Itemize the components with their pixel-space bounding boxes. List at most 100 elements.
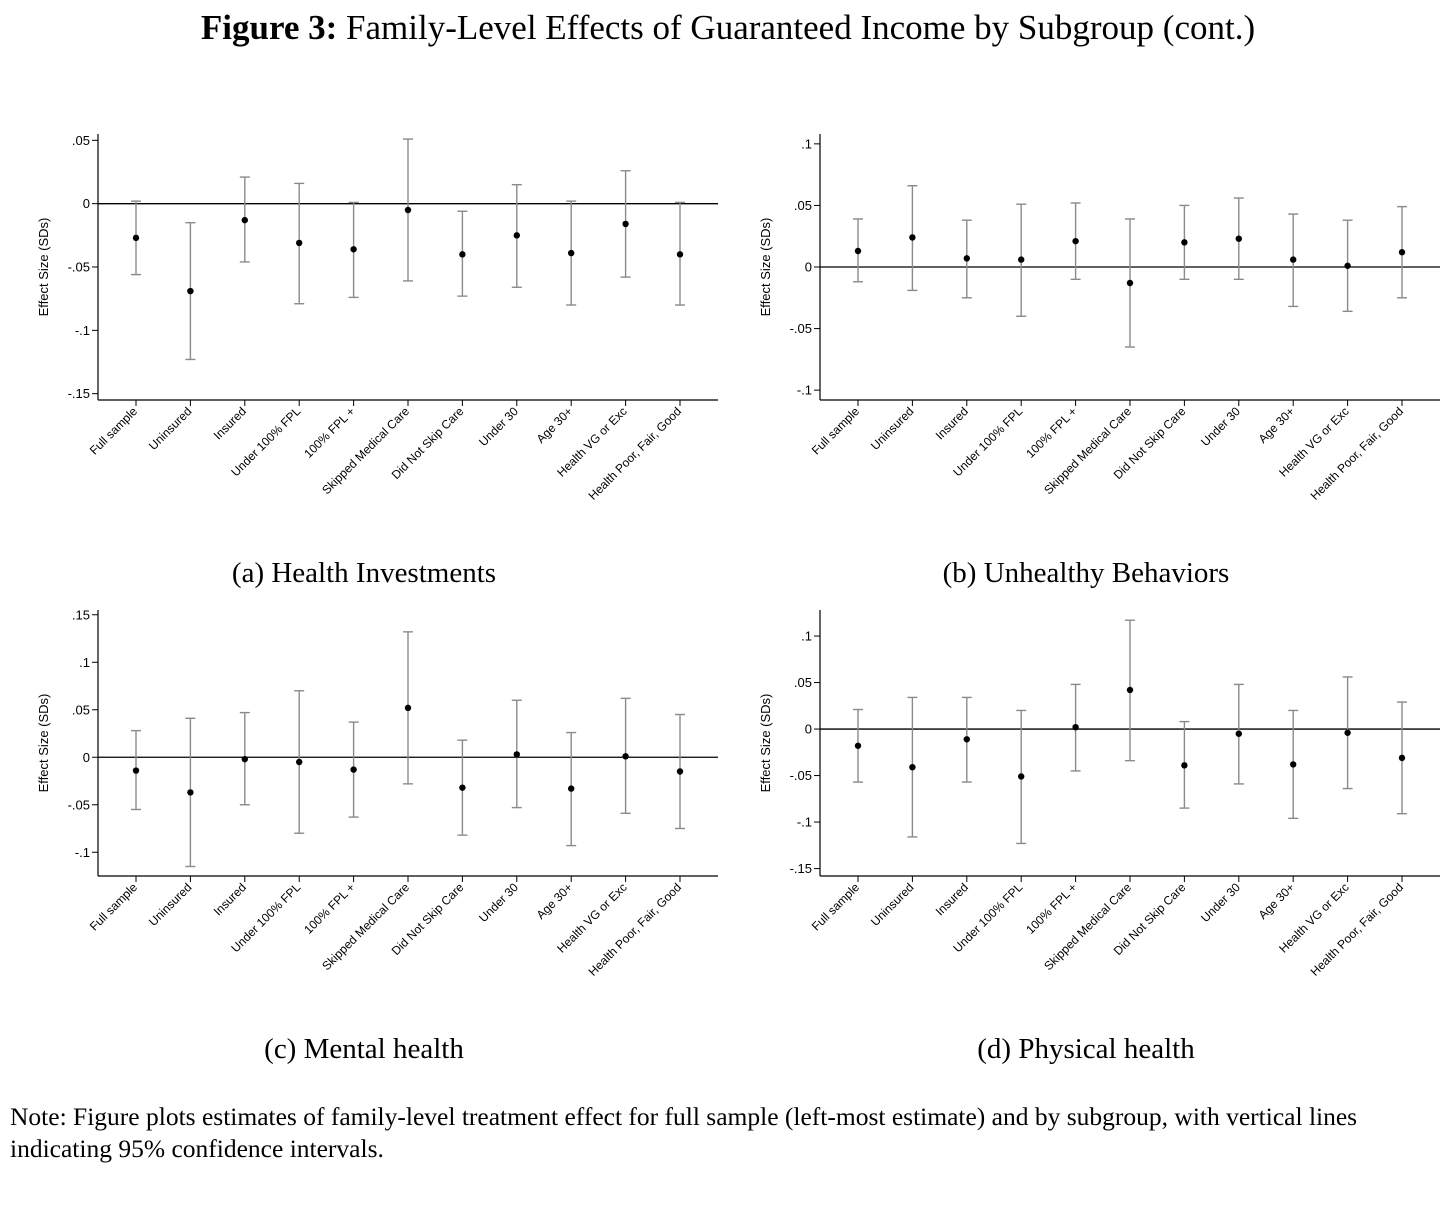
panel-health-investments: .05 0 -.05 -.1 -.15 Effect Size (SDs) Full sam… (0, 112, 728, 589)
y-tick-label: -.1 (75, 845, 90, 860)
point-estimate (513, 232, 520, 239)
y-tick-label: .1 (801, 136, 812, 151)
y-tick-label: -.05 (790, 321, 812, 336)
point-estimate (404, 704, 412, 712)
point-estimate (1290, 761, 1297, 768)
chart-physical-health: .1 .05 0 -.05 -.1 -.15 Effect Size (SDs) Full s… (758, 610, 1440, 979)
y-tick-label: 0 (805, 260, 812, 275)
point-estimate (350, 246, 357, 253)
x-tick-label: 100% FPL + (1023, 404, 1080, 461)
x-tick-label: Age 30+ (534, 880, 576, 922)
point-estimate (1126, 686, 1134, 694)
point-estimate (1126, 279, 1134, 287)
y-tick-label: -.1 (75, 323, 90, 338)
x-tick-label: Insured (211, 880, 249, 918)
figure-title: Figure 3: Family-Level Effects of Guaran… (0, 6, 1456, 50)
point-estimate (568, 785, 575, 792)
x-tick-label: Age 30+ (534, 404, 576, 446)
point-estimate (1018, 256, 1025, 263)
point-estimate (622, 220, 629, 228)
x-tick-label: Uninsured (868, 404, 917, 453)
x-tick-label: Under 30 (476, 404, 521, 449)
point-estimate (1181, 239, 1188, 246)
point-estimate (854, 742, 862, 749)
panel-mental-health: .15 .1 .05 0 -.05 -.1 Effect Size (SDs) Full sa… (0, 590, 728, 1065)
point-estimate (1344, 729, 1351, 736)
point-estimate (404, 206, 412, 214)
point-estimate (187, 789, 194, 796)
caption-mental-health: (c) Mental health (264, 1033, 464, 1065)
point-estimate (513, 751, 520, 758)
x-tick-label: Full sample (87, 880, 141, 934)
point-estimate (963, 736, 970, 743)
point-estimate (132, 767, 140, 774)
point-estimate (676, 251, 684, 258)
x-tick-label: Uninsured (868, 880, 917, 929)
x-tick-label: 100% FPL + (1023, 880, 1080, 937)
x-tick-label: 100% FPL + (301, 880, 358, 937)
point-estimate (1398, 754, 1406, 762)
caption-physical-health: (d) Physical health (977, 1033, 1195, 1065)
x-tick-label: Under 30 (1198, 404, 1243, 449)
point-estimate (1072, 723, 1079, 731)
point-estimate (676, 768, 684, 775)
point-estimate (1398, 249, 1406, 256)
y-tick-label: .05 (794, 675, 812, 690)
point-estimate (459, 784, 466, 791)
point-estimate (622, 753, 629, 760)
chart-health-investments: .05 0 -.05 -.1 -.15 Effect Size (SDs) Full sam… (36, 133, 718, 503)
y-tick-label: -.1 (797, 383, 812, 398)
chart-unhealthy-behaviors: .1 .05 0 -.05 -.1 Effect Size (SDs) Full sampl… (758, 134, 1440, 503)
y-tick-label: -.1 (797, 815, 812, 830)
point-estimate (963, 255, 970, 262)
point-estimate (1290, 256, 1297, 263)
figure-note: Note: Figure plots estimates of family-l… (10, 1102, 1358, 1163)
panel-unhealthy-behaviors: .1 .05 0 -.05 -.1 Effect Size (SDs) Full sampl… (722, 112, 1450, 589)
panel-physical-health: .1 .05 0 -.05 -.1 -.15 Effect Size (SDs) Full s… (722, 590, 1450, 1065)
y-tick-label: -.05 (68, 260, 90, 275)
point-estimate (1344, 262, 1351, 269)
x-tick-label: Full sample (87, 404, 141, 458)
x-tick-label: Full sample (809, 404, 863, 458)
y-tick-label: .05 (72, 133, 90, 148)
y-tick-label: -.15 (790, 861, 812, 876)
y-axis-label: Effect Size (SDs) (36, 694, 51, 793)
x-tick-label: Under 30 (1198, 880, 1243, 925)
point-estimate (909, 763, 916, 771)
point-estimate (854, 247, 862, 255)
point-estimate (1235, 730, 1242, 737)
y-tick-label: -.05 (68, 797, 90, 812)
x-tick-label: Age 30+ (1256, 880, 1298, 922)
x-tick-label: Uninsured (146, 880, 195, 929)
figure-label: Figure 3: (200, 8, 338, 47)
y-tick-label: .1 (79, 655, 90, 670)
y-tick-label: .05 (72, 702, 90, 717)
caption-health-investments: (a) Health Investments (231, 557, 497, 589)
x-tick-label: Under 30 (476, 880, 521, 925)
point-estimate (459, 251, 466, 258)
point-estimate (1018, 773, 1025, 780)
x-tick-label: 100% FPL + (301, 404, 358, 461)
x-tick-label: Insured (211, 404, 249, 442)
y-tick-label: .15 (72, 607, 90, 622)
point-estimate (568, 249, 575, 257)
x-tick-label: Health Poor, Fair, Good (1308, 880, 1407, 979)
y-axis-label: Effect Size (SDs) (758, 218, 773, 317)
chart-mental-health: .15 .1 .05 0 -.05 -.1 Effect Size (SDs) Full sa… (36, 607, 718, 979)
x-tick-label: Health Poor, Fair, Good (1308, 404, 1407, 503)
point-estimate (241, 216, 248, 224)
x-tick-label: Health Poor, Fair, Good (586, 404, 685, 503)
point-estimate (296, 758, 303, 766)
y-tick-label: 0 (805, 722, 812, 737)
y-tick-label: .1 (801, 629, 812, 644)
y-tick-label: -.15 (68, 386, 90, 401)
point-estimate (350, 766, 357, 773)
caption-unhealthy-behaviors: (b) Unhealthy Behaviors (942, 557, 1230, 589)
point-estimate (909, 234, 916, 241)
figure-title-text: Family-Level Effects of Guaranteed Incom… (346, 8, 1256, 47)
point-estimate (132, 234, 140, 242)
x-tick-label: Insured (933, 880, 971, 918)
point-estimate (1181, 762, 1188, 769)
y-tick-label: .05 (794, 198, 812, 213)
x-tick-label: Full sample (809, 880, 863, 934)
